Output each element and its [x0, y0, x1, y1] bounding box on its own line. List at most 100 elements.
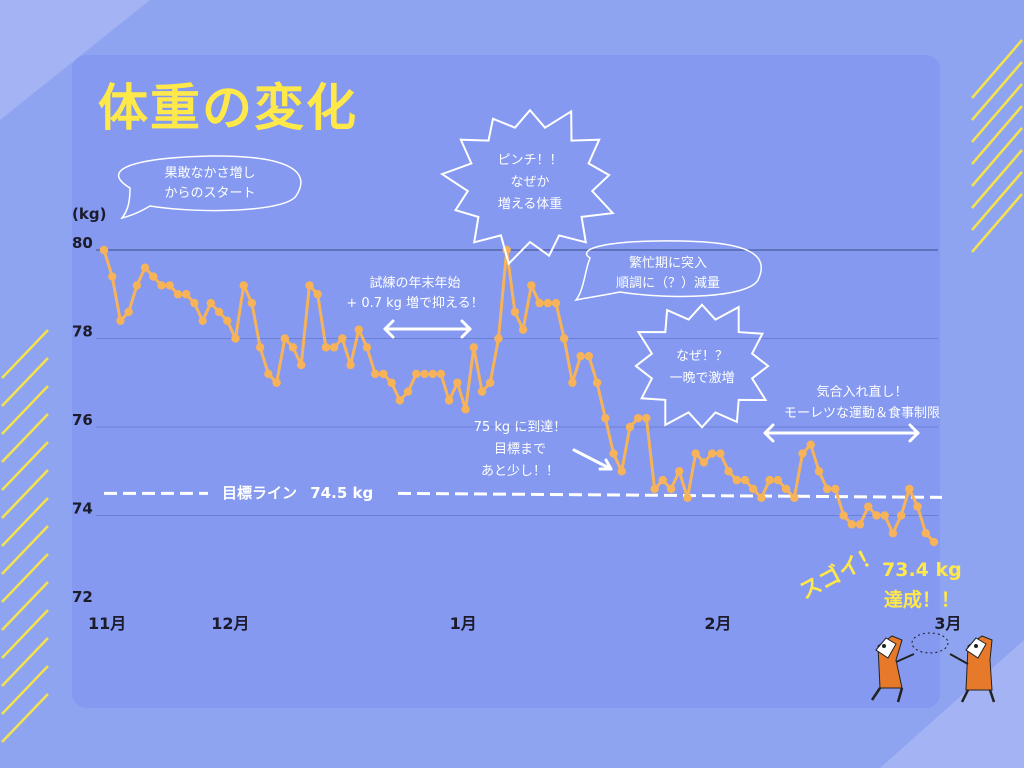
- goal-line-segment: [397, 491, 943, 499]
- reached-annotation: 75 kg に到達！ 目標まで あと少し！！: [473, 420, 567, 479]
- achieved-annotation: 73.4 kg 達成！！: [882, 555, 962, 615]
- weight-point: [847, 520, 857, 529]
- weight-point: [272, 378, 281, 387]
- weight-point: [223, 316, 232, 325]
- start-annotation: 果敢なかさ増し からのスタート: [164, 166, 256, 201]
- weight-point: [370, 369, 380, 379]
- weight-point: [683, 493, 692, 502]
- weight-point: [346, 360, 355, 370]
- weight-point: [305, 281, 314, 290]
- restart-annotation: 気合入れ直し！ モーレツな運動＆食事制限: [783, 385, 940, 421]
- weight-point: [921, 529, 930, 538]
- cheer-figure-left: [870, 635, 915, 703]
- y-tick-label: 72: [72, 588, 93, 606]
- weight-point: [181, 290, 191, 299]
- newyear-annotation: 試練の年末年始 + 0.7 kg 増で抑える！: [346, 276, 484, 311]
- weight-point: [642, 413, 651, 423]
- weight-point: [773, 475, 783, 485]
- weight-point: [551, 298, 561, 308]
- weight-point: [436, 369, 446, 379]
- newyear-arrow-left-head: [383, 319, 395, 339]
- weight-point: [165, 281, 174, 290]
- weight-point: [354, 325, 363, 334]
- weight-point: [732, 475, 741, 485]
- x-tick-label: 11月: [88, 614, 126, 633]
- weight-point: [313, 290, 322, 299]
- chart-title: 体重の変化: [98, 79, 358, 137]
- restart-arrow-left-head: [763, 423, 775, 443]
- weight-point: [412, 369, 421, 379]
- weight-point: [453, 378, 462, 387]
- weight-point: [428, 369, 437, 379]
- goal-label: 目標ライン 74.5 kg: [222, 482, 373, 503]
- busy-annotation: 繁忙期に突入 順調に（？）減量: [615, 256, 720, 291]
- naze-annotation: なぜ！？ 一晩で激増: [669, 349, 735, 386]
- weight-point: [740, 475, 750, 485]
- weight-point: [707, 449, 717, 458]
- weight-point: [321, 343, 331, 352]
- weight-point: [444, 396, 454, 405]
- reached-arrow: [572, 448, 613, 471]
- weight-point: [855, 520, 865, 529]
- weight-point: [149, 272, 158, 281]
- weight-point: [896, 511, 906, 520]
- weight-point: [535, 298, 544, 308]
- weight-point: [132, 281, 142, 290]
- weight-point: [140, 263, 150, 272]
- weight-point: [231, 334, 240, 343]
- weight-point: [157, 281, 166, 290]
- achieved-value: 73.4 kg: [882, 559, 962, 581]
- weight-point: [839, 511, 848, 520]
- weight-point: [297, 360, 306, 370]
- weight-point: [288, 343, 298, 352]
- weight-point: [872, 511, 881, 520]
- weight-point: [790, 493, 799, 502]
- weight-point: [469, 343, 479, 352]
- y-tick-label: 78: [72, 323, 93, 341]
- reached-arrow-head: [598, 458, 613, 471]
- weight-point: [214, 307, 224, 317]
- weight-point: [864, 502, 873, 511]
- weight-point: [247, 298, 257, 308]
- weight-point: [724, 467, 733, 476]
- weight-point: [633, 413, 643, 423]
- restart-arrow-right-head: [908, 423, 920, 443]
- weight-point: [239, 281, 248, 290]
- cheer-figure-right: [949, 635, 996, 703]
- weight-point: [387, 378, 396, 387]
- weight-point: [716, 449, 725, 458]
- weight-point: [255, 343, 265, 352]
- weight-point: [518, 325, 528, 334]
- weight-point: [691, 449, 700, 458]
- weight-point: [798, 449, 807, 458]
- weight-point: [625, 422, 635, 432]
- weight-point: [806, 440, 815, 449]
- weight-point: [814, 467, 824, 476]
- weight-point: [584, 352, 594, 361]
- weight-point: [198, 316, 207, 325]
- weight-point: [749, 484, 758, 494]
- goal-label-text: 目標ライン: [222, 484, 298, 502]
- weight-point: [527, 281, 536, 290]
- weight-point: [124, 307, 133, 317]
- weight-point: [905, 484, 914, 494]
- weight-point: [264, 369, 273, 379]
- weight-point: [592, 378, 602, 387]
- y-axis-label: (kg): [72, 205, 106, 223]
- weight-point: [757, 493, 766, 502]
- weight-point: [543, 298, 552, 308]
- weight-point: [781, 484, 791, 494]
- weight-point: [568, 378, 577, 387]
- chart-card: [72, 55, 940, 708]
- start-speech-bubble: [117, 155, 302, 220]
- weight-point: [699, 458, 709, 467]
- weight-point: [609, 449, 618, 458]
- weight-point: [486, 378, 495, 387]
- pinch-annotation: ピンチ！！ なぜか 増える体重: [497, 153, 563, 212]
- weight-point: [477, 387, 487, 396]
- weight-point: [601, 413, 610, 423]
- weight-point: [173, 290, 183, 299]
- weight-point: [362, 343, 372, 352]
- cheering-figures: [870, 632, 996, 703]
